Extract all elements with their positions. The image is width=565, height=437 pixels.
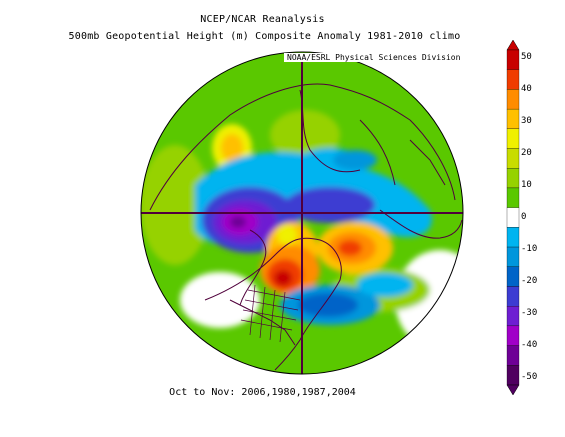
colorbar-cell xyxy=(506,187,520,208)
colorbar-cell xyxy=(506,89,520,110)
colorbar-tick-label: 40 xyxy=(521,84,532,94)
coastlines xyxy=(149,83,463,371)
colorbar-tick-label: -10 xyxy=(521,244,538,254)
colorbar-tick-label: -30 xyxy=(521,308,538,318)
colorbar-cell xyxy=(506,286,520,307)
colorbar-tick-label: 10 xyxy=(521,180,532,190)
colorbar-bottom-arrow xyxy=(506,384,520,396)
colorbar-tick-label: -50 xyxy=(521,372,538,382)
colorbar-cell xyxy=(506,345,520,366)
colorbar-cell xyxy=(506,128,520,149)
colorbar-cell xyxy=(506,148,520,169)
title-line2: 500mb Geopotential Height (m) Composite … xyxy=(68,31,461,42)
colorbar-cell xyxy=(506,69,520,90)
colorbar-cell xyxy=(506,325,520,346)
colorbar-cell xyxy=(506,168,520,189)
colorbar-cells xyxy=(506,40,520,396)
colorbar-cell xyxy=(506,266,520,287)
period-label: Oct to Nov: 2006,1980,1987,2004 xyxy=(169,387,356,398)
anomaly-field xyxy=(141,110,463,350)
colorbar-tick-label: 50 xyxy=(521,52,532,62)
colorbar-cell xyxy=(506,246,520,267)
states xyxy=(240,284,301,343)
colorbar-cell xyxy=(506,49,520,70)
colorbar xyxy=(506,40,520,396)
colorbar-tick-label: 0 xyxy=(521,212,527,222)
colorbar-tick-label: 30 xyxy=(521,116,532,126)
colorbar-tick-label: -40 xyxy=(521,340,538,350)
colorbar-tick-label: 20 xyxy=(521,148,532,158)
title-line1: NCEP/NCAR Reanalysis xyxy=(200,14,325,25)
colorbar-cell xyxy=(506,207,520,228)
map-border xyxy=(140,51,464,375)
colorbar-top-arrow xyxy=(506,40,520,51)
colorbar-cell xyxy=(506,306,520,327)
credit-label: NOAA/ESRL Physical Sciences Division xyxy=(284,53,464,62)
colorbar-cell xyxy=(506,227,520,248)
colorbar-tick-label: -20 xyxy=(521,276,538,286)
colorbar-cell xyxy=(506,365,520,386)
colorbar-cell xyxy=(506,108,520,129)
